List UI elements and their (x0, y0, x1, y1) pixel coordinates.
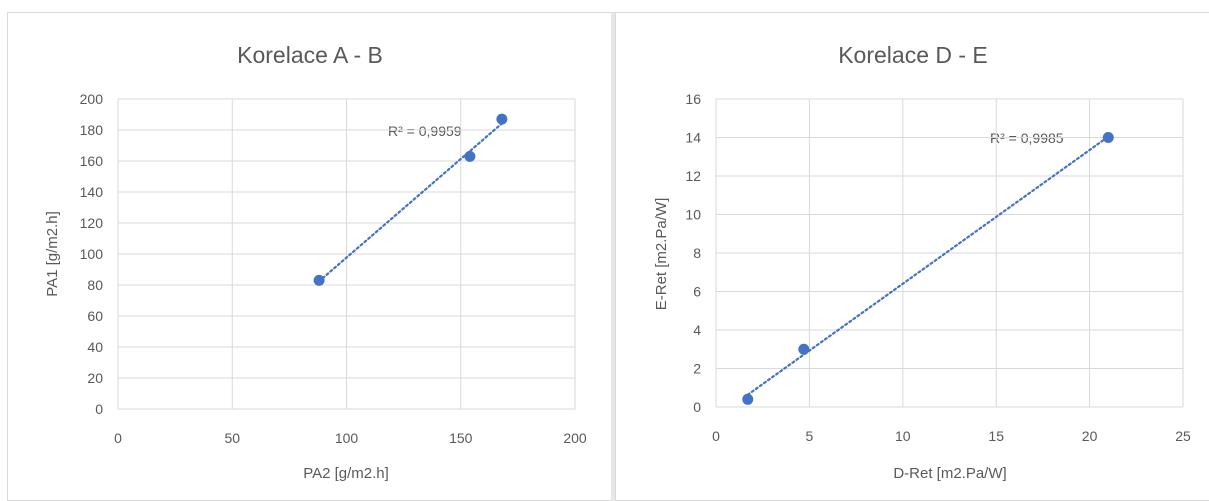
chart-b-y-tick-label: 4 (693, 322, 701, 338)
chart-a-y-axis-label: PA1 [g/m2.h] (44, 211, 61, 297)
chart-panel-b (615, 12, 1209, 501)
chart-a-y-tick-label: 0 (95, 401, 103, 417)
chart-panel-a (7, 12, 611, 501)
chart-b-y-tick-label: 6 (693, 284, 701, 300)
chart-a-y-tick-label: 60 (87, 308, 103, 324)
chart-b-y-tick-label: 12 (685, 168, 701, 184)
chart-b-trendline (746, 135, 1110, 396)
chart-a-y-tick-label: 140 (80, 184, 104, 200)
chart-b-x-tick-label: 5 (806, 428, 814, 444)
chart-b-x-tick-label: 25 (1175, 428, 1191, 444)
chart-a-data-point (313, 274, 325, 286)
chart-b-data-point (742, 393, 754, 405)
chart-a-r2-label: R² = 0,9959 (388, 123, 462, 139)
chart-b-y-axis-label: E-Ret [m2.Pa/W] (653, 198, 670, 311)
chart-b-y-tick-label: 16 (685, 91, 701, 107)
chart-a-x-tick-label: 100 (335, 430, 359, 446)
chart-a-y-tick-label: 80 (87, 277, 103, 293)
chart-b-y-tick-label: 14 (685, 130, 701, 146)
chart-a-y-tick-label: 120 (80, 215, 104, 231)
chart-a-y-tick-label: 200 (80, 91, 104, 107)
chart-b-data-point (798, 343, 810, 355)
chart-a-y-tick-label: 20 (87, 370, 103, 386)
chart-a-trendline (317, 122, 503, 283)
chart-b-title: Korelace D - E (838, 42, 988, 68)
chart-a-y-tick-label: 160 (80, 153, 104, 169)
chart-b-x-tick-label: 10 (895, 428, 911, 444)
chart-a-y-tick-label: 40 (87, 339, 103, 355)
chart-a-x-axis-label: PA2 [g/m2.h] (303, 465, 389, 482)
chart-a-y-tick-label: 100 (80, 246, 104, 262)
chart-b-x-axis-label: D-Ret [m2.Pa/W] (893, 465, 1006, 482)
chart-b-y-tick-label: 10 (685, 207, 701, 223)
chart-b-x-tick-label: 20 (1082, 428, 1098, 444)
chart-b-x-tick-label: 0 (712, 428, 720, 444)
chart-a-data-point (464, 150, 476, 162)
chart-b-y-tick-label: 2 (693, 361, 701, 377)
chart-b-data-point (1102, 132, 1114, 143)
chart-b-y-tick-label: 8 (693, 245, 701, 261)
chart-a-y-tick-label: 180 (80, 122, 104, 138)
chart-a-x-tick-label: 200 (563, 430, 587, 446)
chart-a-x-tick-label: 0 (114, 430, 122, 446)
chart-b-y-tick-label: 0 (693, 399, 701, 415)
chart-a-x-tick-label: 150 (449, 430, 473, 446)
chart-b-x-tick-label: 15 (988, 428, 1004, 444)
chart-a-x-tick-label: 50 (224, 430, 240, 446)
chart-a-data-point (496, 113, 508, 125)
chart-a-title: Korelace A - B (237, 42, 383, 68)
panel-divider (611, 12, 615, 501)
